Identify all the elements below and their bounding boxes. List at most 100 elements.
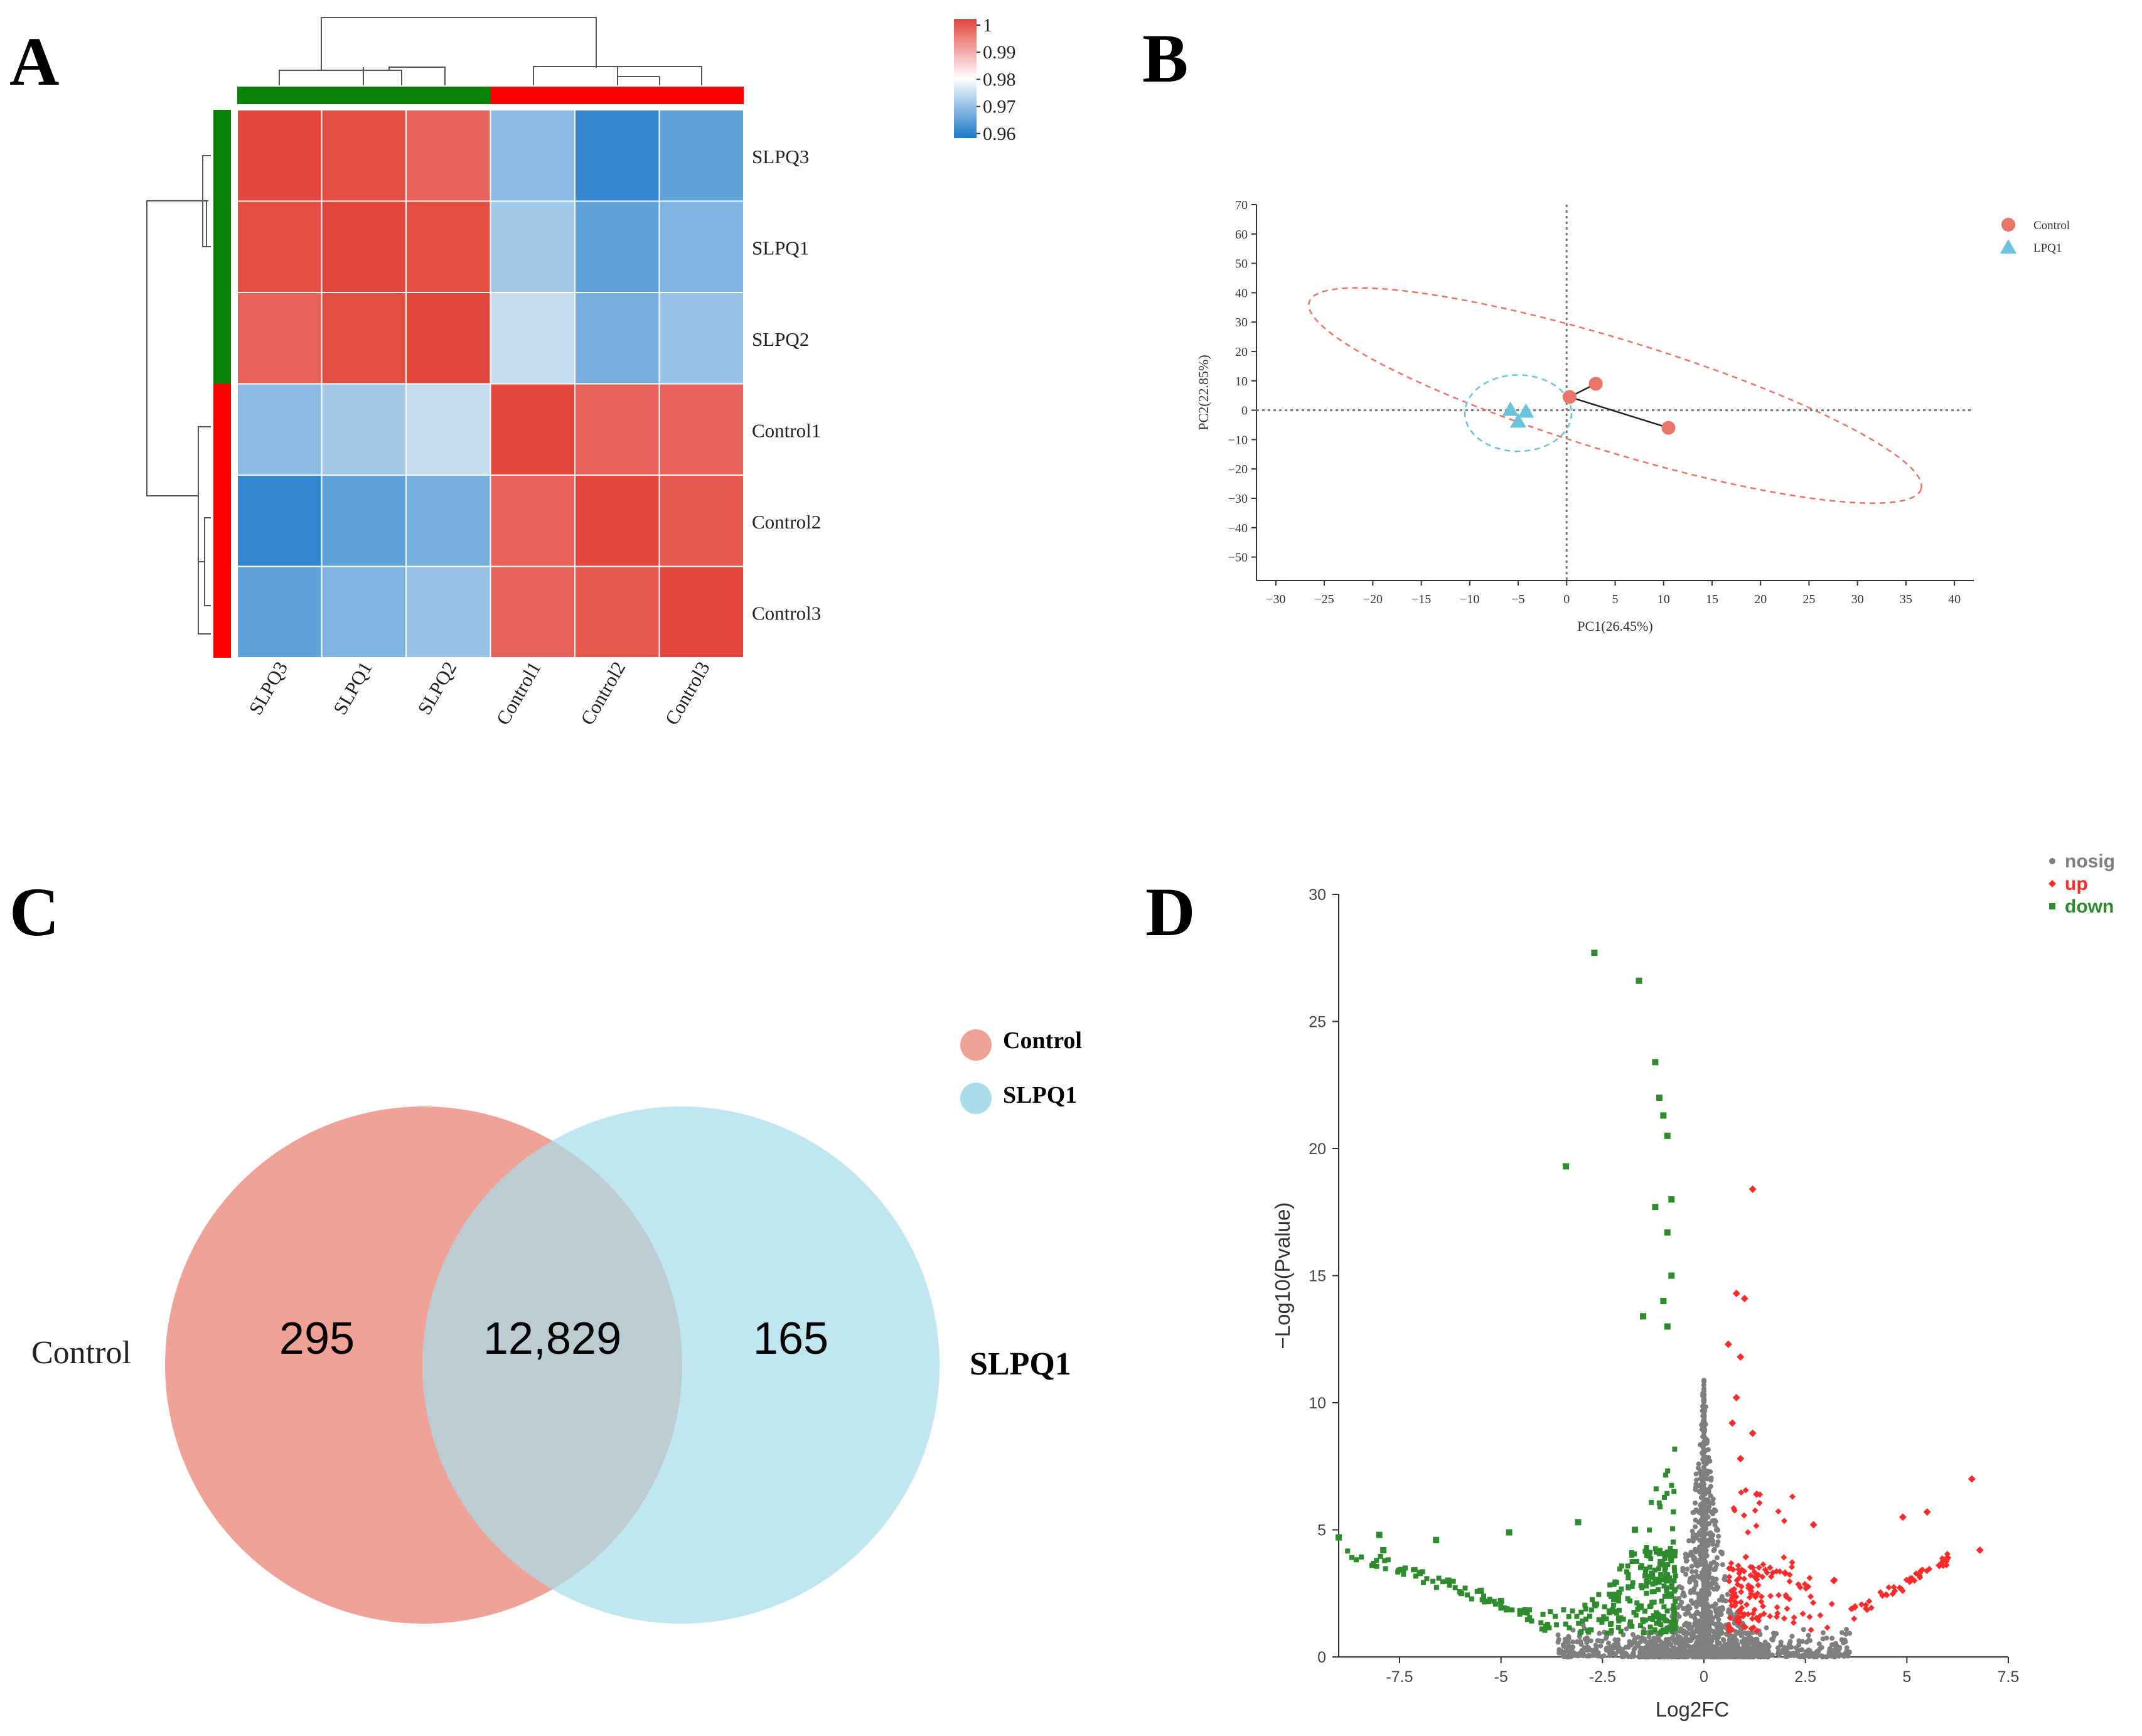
volcano-y-tick-label: 5: [1317, 1522, 1326, 1540]
volcano-point-nosig: [1699, 1501, 1705, 1507]
volcano-point-up: [1851, 1615, 1858, 1622]
volcano-point-nosig: [1671, 1637, 1676, 1643]
volcano-point-nosig: [1706, 1489, 1711, 1494]
volcano-point-down: [1604, 1616, 1609, 1622]
volcano-point-down: [1554, 1622, 1560, 1627]
volcano-point-up: [1936, 1562, 1944, 1570]
volcano-point-nosig: [1584, 1635, 1590, 1641]
pca-x-tick-label: −25: [1314, 592, 1334, 606]
volcano-point-up: [1743, 1601, 1750, 1608]
volcano-point-down: [1658, 1572, 1664, 1577]
volcano-point-down: [1504, 1606, 1510, 1612]
volcano-point-nosig: [1811, 1652, 1816, 1658]
volcano-point-nosig: [1578, 1641, 1584, 1647]
volcano-point-up: [1729, 1592, 1736, 1599]
pca-y-tick-label: −30: [1228, 492, 1248, 506]
heatmap-cell: [237, 565, 323, 658]
volcano-point-down: [1566, 1625, 1572, 1631]
volcano-point-down: [1604, 1630, 1610, 1636]
volcano-point-down: [1614, 1580, 1619, 1585]
volcano-point-nosig: [1708, 1561, 1714, 1567]
volcano-point-down: [1616, 1594, 1622, 1600]
pca-panel: −30 −25 −20 −15 −10 −5 0 5 10 15 20 25 30 35 407060504…: [1196, 198, 2070, 634]
venn-legend-marker: [960, 1029, 992, 1061]
volcano-point-down: [1673, 1573, 1678, 1578]
volcano-point-nosig: [1649, 1648, 1655, 1653]
volcano-point-down: [1649, 1499, 1654, 1505]
volcano-point-nosig: [1619, 1650, 1625, 1656]
volcano-point-up: [1774, 1604, 1781, 1610]
volcano-point-nosig: [1707, 1621, 1713, 1627]
volcano-point-nosig: [1807, 1653, 1813, 1659]
volcano-point-nosig: [1693, 1582, 1699, 1588]
volcano-point-nosig: [1701, 1398, 1706, 1403]
volcano-point-down: [1353, 1557, 1359, 1563]
volcano-point-nosig: [1824, 1635, 1829, 1641]
volcano-point-down: [1620, 1616, 1626, 1622]
volcano-y-axis-label: −Log10(Pvalue): [1271, 1203, 1294, 1349]
volcano-point-up: [1828, 1600, 1835, 1607]
volcano-point-down: [1602, 1604, 1607, 1610]
volcano-point-nosig: [1677, 1629, 1683, 1634]
pca-x-tick-label: 40: [1948, 592, 1961, 606]
volcano-point-up: [1923, 1508, 1931, 1516]
volcano-point-up: [1799, 1610, 1806, 1617]
heatmap-cell: [574, 383, 660, 476]
volcano-point-nosig: [1692, 1644, 1698, 1650]
volcano-point-nosig: [1722, 1647, 1728, 1653]
pca-y-tick-label: 20: [1235, 345, 1248, 359]
volcano-point-down: [1661, 1562, 1667, 1568]
volcano-point-down: [1671, 1489, 1677, 1494]
volcano-point-up: [1728, 1419, 1737, 1427]
pca-legend-label: LPQ1: [2033, 242, 2062, 255]
volcano-point-nosig: [1716, 1533, 1722, 1539]
volcano-point-nosig: [1700, 1471, 1706, 1477]
volcano-point-down: [1649, 1589, 1655, 1595]
volcano-legend-label: nosig: [2065, 851, 2115, 872]
volcano-point-nosig: [1702, 1428, 1708, 1433]
volcano-point-nosig: [1593, 1653, 1598, 1658]
volcano-point-nosig: [1692, 1615, 1698, 1621]
volcano-point-nosig: [1636, 1642, 1641, 1648]
volcano-point-nosig: [1733, 1637, 1739, 1643]
pca-connector-line: [1567, 383, 1669, 429]
volcano-point-nosig: [1681, 1628, 1687, 1634]
volcano-point-nosig: [1694, 1477, 1700, 1483]
heatmap-column-label: SLPQ3: [244, 658, 292, 719]
volcano-point-up: [1745, 1529, 1752, 1536]
column-group-bar-slpq: [237, 87, 491, 104]
volcano-point-down: [1652, 1059, 1659, 1066]
volcano-point-down: [1477, 1587, 1484, 1594]
volcano-x-tick-label: -7.5: [1386, 1668, 1413, 1686]
volcano-point-nosig: [1701, 1452, 1706, 1458]
volcano-point-up: [1807, 1626, 1814, 1633]
volcano-point-down: [1668, 1546, 1673, 1551]
volcano-point-up: [1756, 1499, 1763, 1506]
volcano-point-nosig: [1724, 1654, 1730, 1659]
volcano-point-down: [1506, 1529, 1513, 1536]
volcano-point-nosig: [1820, 1630, 1826, 1636]
volcano-point-down: [1672, 1553, 1678, 1558]
pca-x-tick-label: −30: [1266, 592, 1285, 606]
volcano-point-down: [1474, 1589, 1480, 1594]
panel-label-c: C: [9, 874, 59, 950]
volcano-point-down: [1670, 1526, 1676, 1531]
volcano-point-nosig: [1606, 1641, 1612, 1646]
volcano-point-nosig: [1760, 1651, 1766, 1656]
volcano-point-nosig: [1587, 1653, 1592, 1658]
volcano-point-nosig: [1624, 1626, 1629, 1632]
volcano-point-down: [1640, 1313, 1646, 1320]
volcano-point-nosig: [1636, 1654, 1641, 1659]
volcano-point-down: [1666, 1593, 1671, 1599]
volcano-point-down: [1546, 1625, 1552, 1631]
heatmap-panel: SLPQ3 SLPQ1 SLPQ2 Control1 Control2 Control3 S…: [146, 15, 1016, 729]
volcano-point-down: [1648, 1603, 1654, 1609]
volcano-point-down: [1653, 1486, 1659, 1492]
volcano-point-nosig: [1601, 1653, 1607, 1659]
venn-circle-slpq1: [422, 1106, 940, 1624]
volcano-point-nosig: [1764, 1653, 1769, 1659]
volcano-point-nosig: [1701, 1625, 1707, 1631]
volcano-point-down: [1647, 1624, 1653, 1630]
volcano-point-nosig: [1701, 1517, 1707, 1523]
